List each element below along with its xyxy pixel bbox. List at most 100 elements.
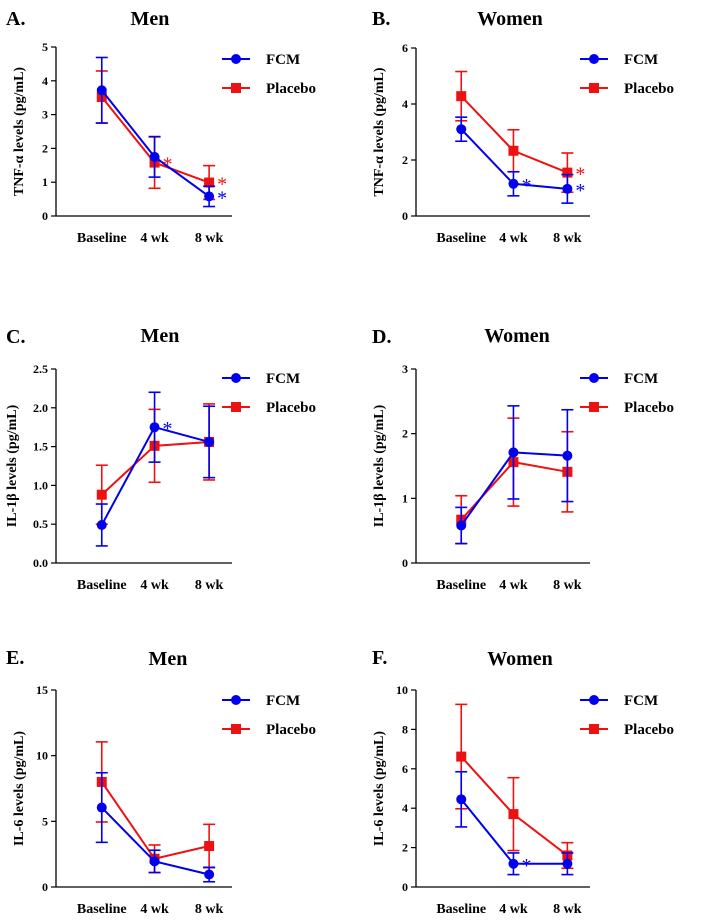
data-point bbox=[204, 191, 215, 202]
series-line bbox=[100, 781, 210, 860]
data-point bbox=[508, 858, 519, 869]
significance-marker: * bbox=[575, 164, 585, 186]
legend-label: Placebo bbox=[266, 81, 316, 97]
x-tick-label: 4 wk bbox=[499, 578, 528, 593]
panel-label: A. bbox=[6, 8, 25, 30]
chart-title: Women bbox=[487, 648, 553, 670]
y-axis-label: IL-1β levels (pg/mL) bbox=[5, 404, 20, 527]
y-tick-label: 0 bbox=[402, 209, 408, 223]
y-tick-label: 2 bbox=[402, 427, 408, 441]
y-axis-label: TNF-α levels (pg/mL) bbox=[12, 67, 27, 196]
data-point bbox=[456, 751, 467, 762]
y-tick-label: 15 bbox=[36, 683, 48, 697]
legend-marker-circle bbox=[589, 54, 599, 64]
y-tick-label: 0 bbox=[402, 880, 408, 894]
data-point bbox=[204, 869, 215, 880]
panel-label: F. bbox=[372, 647, 387, 669]
legend-marker-circle bbox=[589, 695, 599, 705]
y-tick-label: 10 bbox=[36, 749, 48, 763]
y-tick-label: 1.0 bbox=[33, 478, 48, 492]
y-axis-label: IL-1β levels (pg/mL) bbox=[372, 404, 387, 527]
legend-marker-circle bbox=[231, 373, 241, 383]
x-tick-label: 8 wk bbox=[195, 578, 224, 593]
series-line bbox=[100, 89, 210, 198]
series-fcm bbox=[95, 56, 216, 208]
data-point bbox=[508, 809, 519, 820]
chart-title: Women bbox=[477, 8, 543, 30]
data-point bbox=[96, 85, 107, 96]
legend-label: FCM bbox=[624, 371, 658, 387]
legend-label: Placebo bbox=[266, 722, 316, 738]
panel-f: F. Women 0 2 4 6 8 10 IL-6 levels (pg/mL) Baselin… bbox=[372, 647, 674, 917]
y-axis-label: IL-6 levels (pg/mL) bbox=[12, 731, 27, 846]
y-tick-label: 5 bbox=[42, 814, 48, 828]
x-tick-label: 4 wk bbox=[140, 231, 169, 246]
legend-label: Placebo bbox=[624, 722, 674, 738]
y-tick-label: 0 bbox=[42, 880, 48, 894]
panel-d: D. Women 0 1 2 3 IL-1β levels (pg/mL) Baseline 4… bbox=[372, 325, 674, 593]
significance-marker: * bbox=[163, 418, 173, 440]
legend-marker-square bbox=[589, 724, 599, 734]
series-fcm bbox=[95, 391, 216, 547]
panel-label: D. bbox=[372, 326, 391, 348]
x-tick-label: 8 wk bbox=[553, 578, 582, 593]
y-tick-label: 10 bbox=[396, 683, 408, 697]
panel-label: E. bbox=[6, 647, 24, 669]
chart-title: Men bbox=[131, 8, 170, 30]
series-fcm bbox=[95, 771, 216, 883]
data-point bbox=[562, 183, 573, 194]
legend-marker-square bbox=[231, 402, 241, 412]
x-tick-label: Baseline bbox=[77, 578, 127, 593]
data-point bbox=[508, 178, 519, 189]
legend-marker-square bbox=[231, 724, 241, 734]
legend-label: Placebo bbox=[624, 81, 674, 97]
data-point bbox=[456, 124, 467, 135]
series-line bbox=[460, 755, 568, 857]
panel-e: E. Men 0 5 10 15 IL-6 levels (pg/mL) Baseline 4 … bbox=[6, 647, 316, 917]
y-tick-label: 4 bbox=[402, 97, 408, 111]
y-tick-label: 2.5 bbox=[33, 362, 48, 376]
series-fcm bbox=[455, 116, 574, 204]
panel-a: A. Men 0 1 2 3 4 5 TNF-α levels (pg/mL) Baseline 4… bbox=[6, 8, 316, 246]
legend-marker-circle bbox=[589, 373, 599, 383]
series-fcm bbox=[455, 770, 574, 876]
y-axis-label: IL-6 levels (pg/mL) bbox=[372, 731, 387, 846]
y-tick-label: 4 bbox=[42, 74, 48, 88]
y-tick-label: 2 bbox=[402, 841, 408, 855]
panel-c: C. Men 0.0 0.5 1.0 1.5 2.0 2.5 IL-1β levels (pg/… bbox=[5, 325, 316, 593]
legend-marker-square bbox=[589, 402, 599, 412]
significance-marker: * bbox=[217, 187, 227, 209]
legend-label: FCM bbox=[624, 52, 658, 68]
x-tick-label: Baseline bbox=[436, 902, 486, 917]
y-tick-label: 1.5 bbox=[33, 440, 48, 454]
x-tick-label: Baseline bbox=[436, 578, 486, 593]
legend-label: FCM bbox=[266, 693, 300, 709]
x-tick-label: 8 wk bbox=[553, 902, 582, 917]
legend-label: Placebo bbox=[624, 400, 674, 416]
data-point bbox=[204, 436, 215, 447]
x-tick-label: 4 wk bbox=[140, 578, 169, 593]
data-point bbox=[204, 177, 215, 188]
x-tick-label: 8 wk bbox=[553, 231, 582, 246]
series-placebo bbox=[95, 741, 216, 874]
data-point bbox=[562, 450, 573, 461]
series-line bbox=[460, 461, 568, 521]
x-tick-label: 4 wk bbox=[499, 902, 528, 917]
x-tick-label: 8 wk bbox=[195, 902, 224, 917]
y-tick-label: 3 bbox=[402, 362, 408, 376]
series-placebo bbox=[95, 403, 216, 526]
data-point bbox=[149, 856, 160, 867]
y-tick-label: 0.5 bbox=[33, 517, 48, 531]
panel-b: B. Women 0 2 4 6 TNF-α levels (pg/mL) Baseline 4… bbox=[372, 8, 674, 246]
series-placebo bbox=[455, 703, 574, 870]
series-line bbox=[460, 95, 568, 174]
y-tick-label: 2 bbox=[402, 153, 408, 167]
panel-label: B. bbox=[372, 8, 390, 30]
y-tick-label: 3 bbox=[42, 108, 48, 122]
data-point bbox=[508, 447, 519, 458]
significance-marker: * bbox=[217, 174, 227, 196]
y-tick-label: 0 bbox=[402, 556, 408, 570]
y-tick-label: 0 bbox=[42, 209, 48, 223]
significance-marker: * bbox=[521, 175, 531, 197]
data-point bbox=[96, 489, 107, 500]
